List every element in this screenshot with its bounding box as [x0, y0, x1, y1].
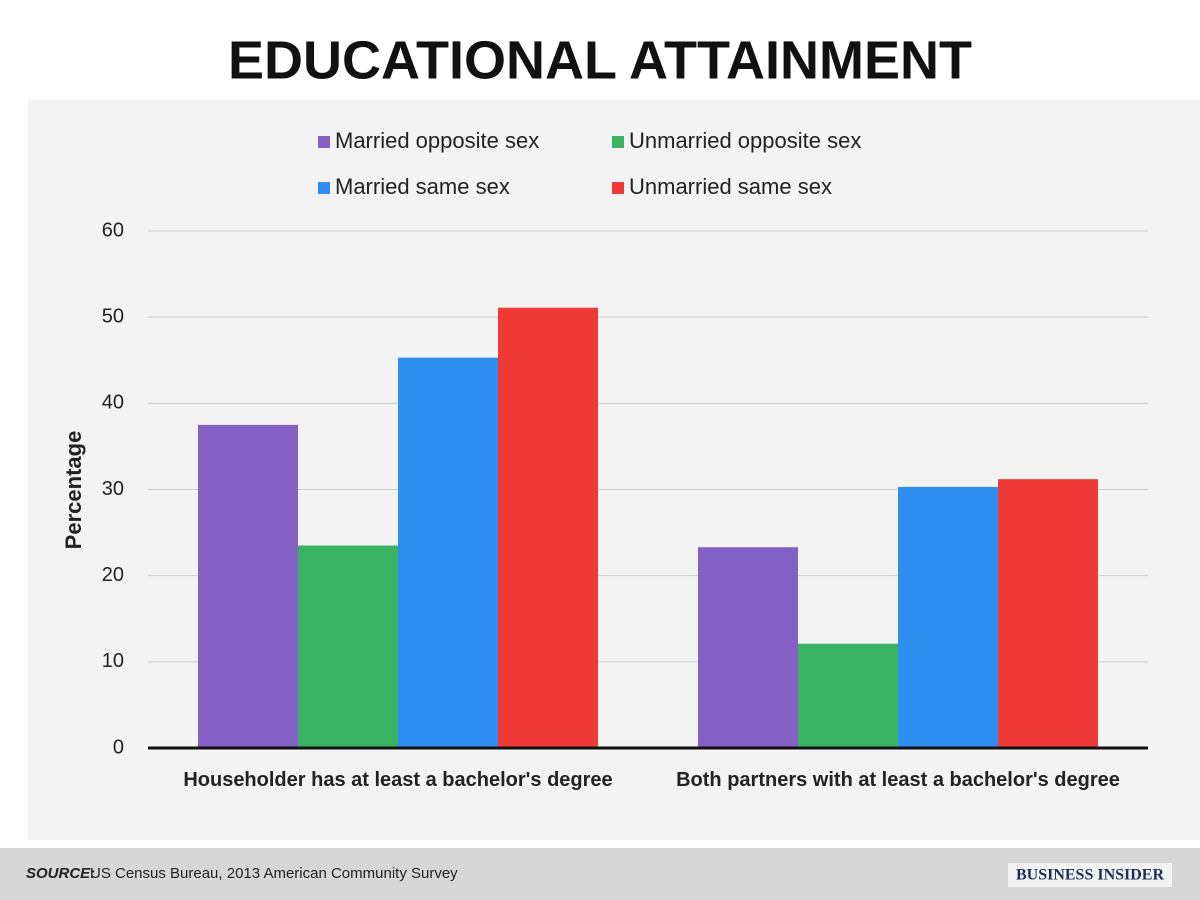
legend-label: Unmarried same sex — [629, 174, 832, 199]
bar — [998, 479, 1098, 748]
bar — [798, 643, 898, 748]
y-tick-label: 20 — [102, 564, 124, 586]
legend-swatch — [612, 136, 624, 148]
legend-swatch — [318, 136, 330, 148]
legend-label: Unmarried opposite sex — [629, 128, 861, 153]
y-tick-label: 40 — [102, 392, 124, 414]
bar — [398, 357, 498, 748]
source-label: SOURCE: — [26, 865, 95, 882]
x-tick-label: Householder has at least a bachelor's de… — [183, 769, 613, 791]
legend-swatch — [318, 182, 330, 194]
y-tick-label: 60 — [102, 219, 124, 241]
y-tick-label: 50 — [102, 305, 124, 327]
source: US Census Bureau, 2013 American Communit… — [90, 865, 458, 882]
bar — [298, 545, 398, 748]
y-tick-label: 0 — [113, 736, 124, 758]
bar — [198, 424, 298, 748]
bar — [898, 486, 998, 748]
legend-label: Married same sex — [335, 174, 510, 199]
brand: BUSINESS INSIDER — [1016, 867, 1165, 884]
footer-bar — [0, 848, 1200, 900]
legend-swatch — [612, 182, 624, 194]
legend-label: Married opposite sex — [335, 128, 539, 153]
brand-box — [1008, 863, 1172, 887]
chart-title: EDUCATIONAL ATTAINMENT — [228, 30, 972, 90]
y-axis-label: Percentage — [61, 431, 86, 550]
x-tick-label: Both partners with at least a bachelor's… — [676, 769, 1120, 791]
y-tick-label: 10 — [102, 650, 124, 672]
y-tick-label: 30 — [102, 478, 124, 500]
bar — [698, 547, 798, 748]
bar — [498, 307, 598, 748]
